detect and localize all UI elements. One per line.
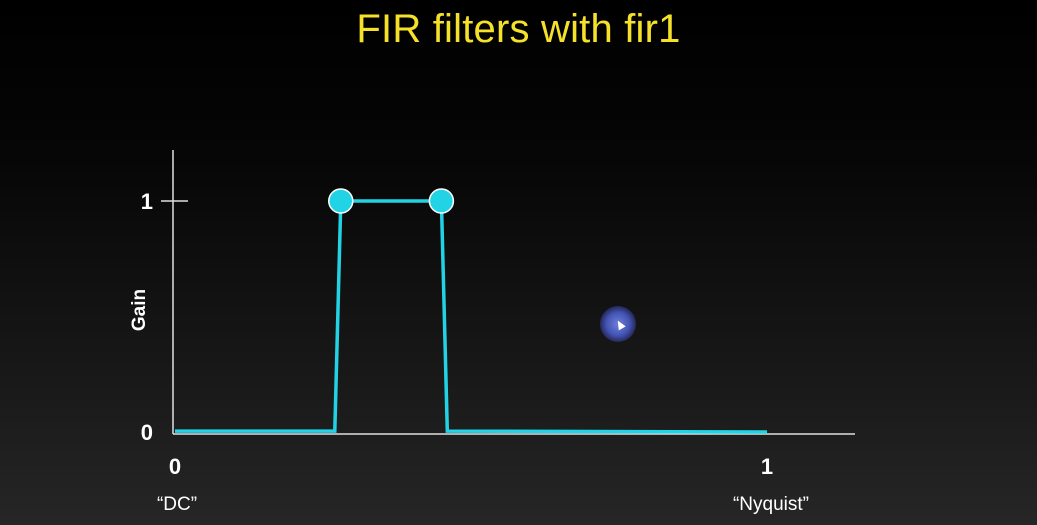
- label-layer: 0 1 0 “DC” 1 “Nyquist” Gain: [129, 189, 809, 515]
- gain-response-line: [175, 199, 768, 434]
- slide-title: FIR filters with fir1: [356, 7, 681, 51]
- band-edge-marker: [428, 188, 455, 214]
- axes: [161, 150, 855, 435]
- series-layer: [175, 199, 768, 434]
- marker-layer: [328, 188, 455, 214]
- band-edge-marker: [328, 188, 354, 214]
- x-tick-sublabel: “DC”: [157, 494, 197, 515]
- y-axis-label: Gain: [129, 289, 150, 331]
- y-tick-label: 0: [141, 420, 153, 445]
- x-tick-label: 1: [761, 454, 773, 479]
- y-tick-label: 1: [141, 189, 153, 214]
- x-tick-sublabel: “Nyquist”: [733, 494, 809, 515]
- cursor-highlight: [600, 306, 636, 342]
- x-tick-label: 0: [169, 454, 181, 479]
